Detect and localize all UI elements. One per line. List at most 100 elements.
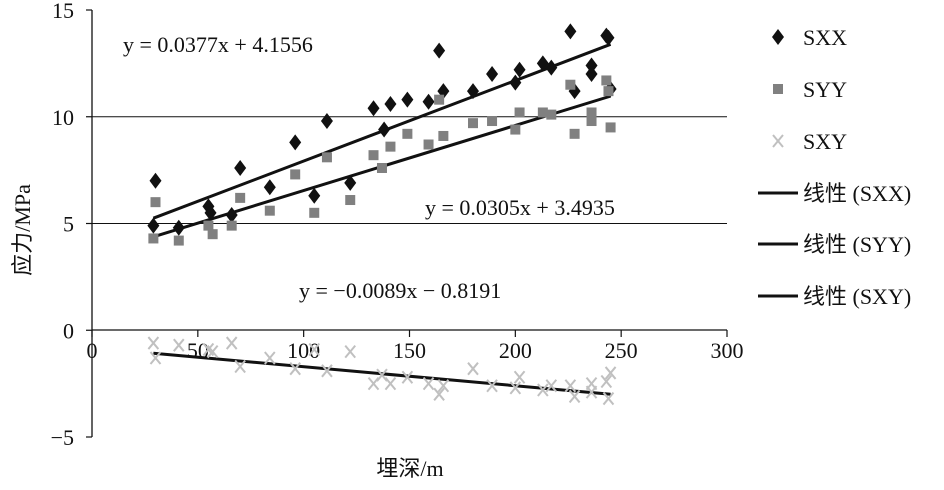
data-point-sxy <box>600 374 613 389</box>
data-point-syy <box>605 122 616 133</box>
data-point-syy <box>203 220 214 231</box>
data-point-sxx <box>564 23 577 40</box>
data-point-sxy <box>422 376 435 391</box>
legend-label: SXY <box>803 129 847 154</box>
data-point-sxy <box>602 391 615 406</box>
data-point-sxy <box>367 376 380 391</box>
data-point-syy <box>150 197 161 208</box>
data-point-syy <box>468 118 478 129</box>
legend-label: 线性 (SYY) <box>803 232 911 257</box>
data-point-sxy <box>401 370 414 384</box>
data-point-sxx <box>513 61 526 78</box>
data-point-syy <box>586 107 597 118</box>
data-point-syy <box>487 116 498 127</box>
data-point-sxy <box>437 379 450 393</box>
data-point-sxy <box>225 336 238 350</box>
ticks <box>86 9 728 438</box>
data-point-syy <box>438 130 449 141</box>
data-point-sxx <box>401 91 414 108</box>
data-point-sxx <box>384 95 397 112</box>
data-point-sxy <box>344 344 357 359</box>
data-point-sxy <box>545 379 558 393</box>
legend-label: SXX <box>803 25 847 50</box>
data-point-sxy <box>467 362 479 376</box>
legend-label: SYY <box>803 77 847 102</box>
data-point-sxx <box>467 83 479 100</box>
data-point-syy <box>402 128 413 139</box>
data-point-sxy <box>486 379 498 393</box>
data-point-sxy <box>537 383 549 397</box>
data-point-sxy <box>433 387 445 401</box>
data-point-syy <box>235 192 246 203</box>
data-point-sxy <box>509 381 522 395</box>
y-tick-label: 15 <box>52 0 74 23</box>
data-point-sxx <box>320 113 333 130</box>
data-point-sxy <box>264 351 276 365</box>
data-point-syy <box>586 116 597 127</box>
data-point-sxy <box>568 389 581 404</box>
data-point-syy <box>601 75 612 86</box>
data-point-sxy <box>173 338 185 352</box>
x-tick-label: 300 <box>711 338 744 363</box>
data-points <box>147 23 617 406</box>
y-tick-label: −5 <box>51 425 74 450</box>
data-point-sxx <box>433 42 446 59</box>
legend-marker-sxx <box>772 29 784 45</box>
data-point-syy <box>546 109 557 120</box>
data-point-syy <box>423 139 434 150</box>
data-point-sxy <box>234 359 246 374</box>
x-axis-title: 埋深/m <box>376 456 443 481</box>
data-point-sxx <box>234 159 247 176</box>
legend-label: 线性 (SXY) <box>803 284 911 309</box>
data-point-syy <box>207 229 218 240</box>
data-point-sxy <box>289 362 301 376</box>
data-point-syy <box>385 141 396 152</box>
data-point-sxy <box>564 379 577 393</box>
data-point-sxx <box>545 59 558 76</box>
data-point-sxx <box>509 74 522 91</box>
x-tick-label: 150 <box>393 338 426 363</box>
data-point-syy <box>537 107 548 118</box>
data-point-syy <box>510 124 521 135</box>
data-point-syy <box>376 162 387 173</box>
data-point-sxy <box>206 344 219 359</box>
x-tick-label: 250 <box>605 338 638 363</box>
data-point-sxy <box>384 376 397 391</box>
trend-equation: y = 0.0305x + 3.4935 <box>425 195 615 220</box>
data-point-sxx <box>225 206 238 223</box>
trend-equations: y = 0.0377x + 4.1556 y = 0.0305x + 3.4935… <box>123 32 615 303</box>
data-point-syy <box>565 79 576 90</box>
legend-marker-syy <box>773 84 783 94</box>
legend: SXX SYY SXY 线性 (SXX) 线性 (SYY) 线性 (SXY) <box>758 25 911 309</box>
data-point-syy <box>309 207 320 218</box>
data-point-sxy <box>604 366 617 380</box>
data-point-syy <box>368 150 379 161</box>
x-tick-label: 200 <box>499 338 532 363</box>
data-point-sxx <box>585 66 598 83</box>
data-point-syy <box>345 195 356 206</box>
data-point-syy <box>290 169 301 180</box>
data-point-sxx <box>204 204 217 221</box>
data-point-sxx <box>147 217 160 234</box>
data-point-sxy <box>585 385 598 399</box>
data-point-sxx <box>263 179 276 196</box>
trend-equation: y = −0.0089x − 0.8191 <box>299 278 501 303</box>
data-point-syy <box>264 205 275 216</box>
data-point-syy <box>434 94 445 105</box>
data-point-syy <box>603 86 614 97</box>
legend-marker-sxy <box>772 134 784 148</box>
data-point-sxy <box>513 370 526 384</box>
data-point-sxx <box>602 29 615 46</box>
trend-equation: y = 0.0377x + 4.1556 <box>123 32 313 57</box>
data-point-sxx <box>486 66 499 83</box>
y-tick-label: 0 <box>63 318 74 343</box>
data-point-sxy <box>308 342 321 357</box>
data-point-syy <box>226 220 237 231</box>
data-point-sxy <box>376 368 388 382</box>
data-point-sxx <box>378 121 391 138</box>
data-point-sxx <box>367 100 380 117</box>
data-point-sxx <box>422 93 435 110</box>
y-axis-title: 应力/MPa <box>10 184 35 276</box>
data-point-sxx <box>344 174 357 191</box>
